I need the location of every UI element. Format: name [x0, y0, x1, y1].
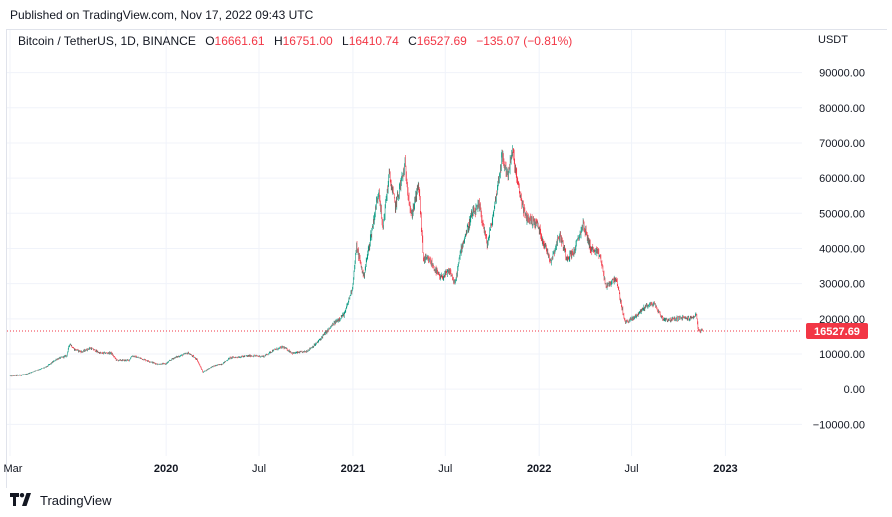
- x-tick-label: Jul: [625, 463, 639, 475]
- x-tick-label: 2022: [527, 463, 551, 475]
- y-axis: −10000.00 0.00 10000.00 20000.00 30000.00 400…: [813, 68, 865, 432]
- open-label: O: [205, 34, 215, 48]
- x-tick-label: Jul: [438, 463, 452, 475]
- close-value: 16527.69: [416, 34, 467, 48]
- y-tick-label: 0.00: [844, 384, 865, 396]
- x-axis: Mar 2020 Jul 2021 Jul 2022 Jul 2023: [4, 463, 738, 475]
- last-price-label: 16527.69: [814, 326, 860, 338]
- last-price-line: 16527.69: [7, 323, 868, 340]
- low-label: L: [342, 34, 349, 48]
- last-price-badge: [806, 323, 868, 340]
- tradingview-brand: TradingView: [40, 492, 112, 508]
- open-value: 16661.61: [214, 34, 265, 48]
- currency-label: USDT: [818, 34, 848, 46]
- y-tick-label: 60000.00: [819, 173, 865, 185]
- y-tick-label: −10000.00: [813, 419, 865, 431]
- y-tick-label: 90000.00: [819, 68, 865, 80]
- x-tick-label: Mar: [4, 463, 23, 475]
- close-label: C: [408, 34, 417, 48]
- y-tick-label: 20000.00: [819, 314, 865, 326]
- candle-series: [9, 145, 703, 377]
- grid-lines: [7, 30, 802, 456]
- x-tick-label: 2021: [341, 463, 365, 475]
- y-tick-label: 80000.00: [819, 103, 865, 115]
- x-tick-label: 2023: [713, 463, 737, 475]
- y-tick-label: 40000.00: [819, 243, 865, 255]
- y-tick-label: 10000.00: [819, 349, 865, 361]
- footer-branding[interactable]: TradingView: [10, 491, 112, 509]
- published-info: Published on TradingView.com, Nov 17, 20…: [10, 8, 314, 22]
- tradingview-logo-icon: [10, 493, 31, 506]
- high-label: H: [273, 34, 283, 48]
- change-value: −135.07 (−0.81%): [476, 34, 573, 48]
- high-value: 16751.00: [282, 34, 333, 48]
- chart-frame: [6, 29, 887, 488]
- y-tick-label: 50000.00: [819, 208, 865, 220]
- symbol-title[interactable]: Bitcoin / TetherUS, 1D, BINANCE: [18, 34, 196, 48]
- y-tick-label: 70000.00: [819, 138, 865, 150]
- legend: Bitcoin / TetherUS, 1D, BINANCE O16661.6…: [18, 34, 572, 48]
- x-tick-label: Jul: [252, 463, 266, 475]
- low-value: 16410.74: [348, 34, 399, 48]
- x-tick-label: 2020: [154, 463, 178, 475]
- y-tick-label: 30000.00: [819, 279, 865, 291]
